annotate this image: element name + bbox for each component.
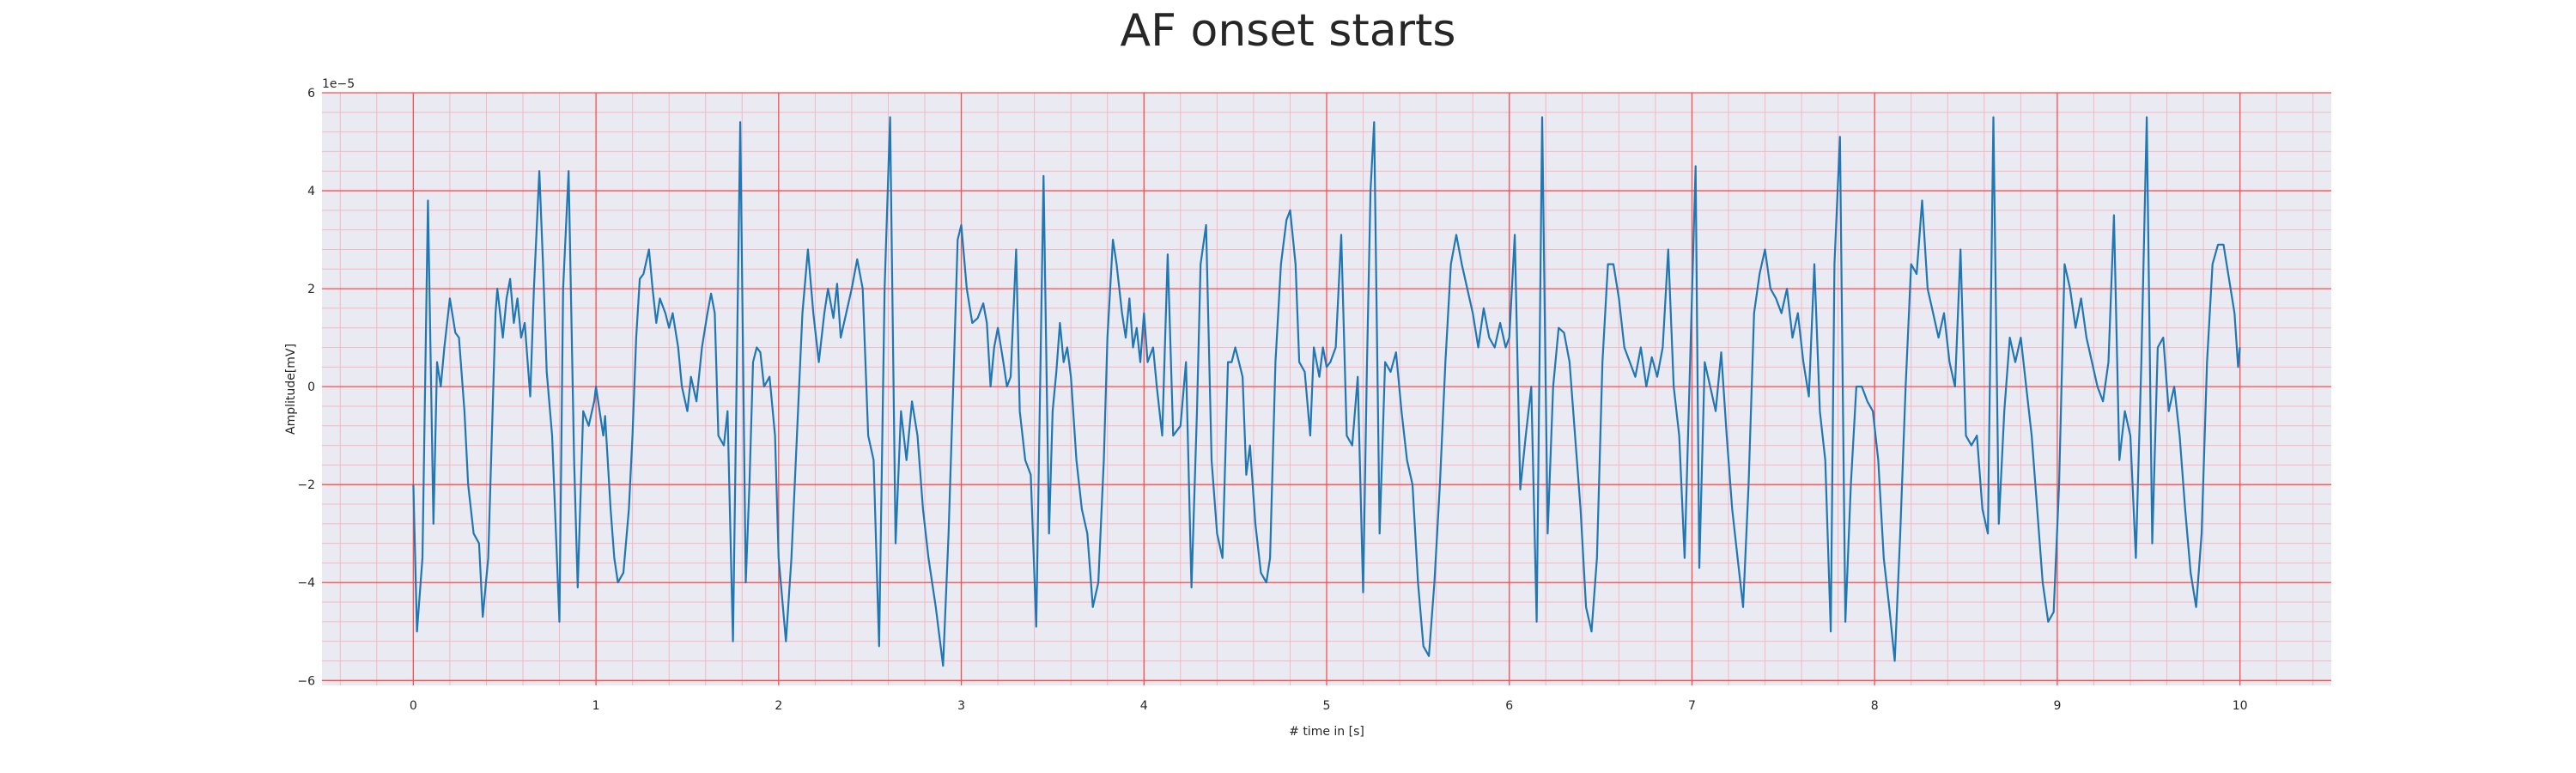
x-tick-label: 4 [1140, 699, 1148, 713]
x-tick-label: 1 [592, 699, 600, 713]
x-tick-label: 5 [1323, 699, 1331, 713]
y-tick-label: 4 [307, 185, 315, 198]
x-tick-label: 9 [2053, 699, 2061, 713]
series-line [412, 116, 2241, 667]
y-axis-ticks: −6 −4 −2 0 2 4 6 [297, 87, 315, 688]
x-axis-label: # time in [s] [1289, 725, 1364, 739]
y-axis-scale-label: 1e−5 [322, 77, 355, 91]
x-axis-ticks: 0 1 2 3 4 5 6 7 8 9 10 [410, 699, 2248, 713]
x-tick-label: 2 [775, 699, 782, 713]
x-tick-label: 8 [1871, 699, 1879, 713]
x-tick-label: 6 [1505, 699, 1513, 713]
y-tick-label: −2 [297, 478, 315, 492]
y-tick-label: −6 [297, 674, 315, 688]
x-tick-label: 0 [410, 699, 417, 713]
y-tick-label: 0 [307, 380, 315, 394]
y-axis-label: Amplitude[mV] [284, 344, 298, 435]
series-layer [412, 116, 2241, 667]
x-tick-label: 7 [1688, 699, 1696, 713]
x-tick-label: 3 [957, 699, 965, 713]
y-tick-label: −4 [297, 576, 315, 590]
y-tick-label: 2 [307, 283, 315, 296]
chart-title: AF onset starts [1120, 5, 1456, 57]
major-grid [322, 92, 2331, 685]
x-tick-label: 10 [2233, 699, 2248, 713]
y-tick-label: 6 [307, 87, 315, 100]
